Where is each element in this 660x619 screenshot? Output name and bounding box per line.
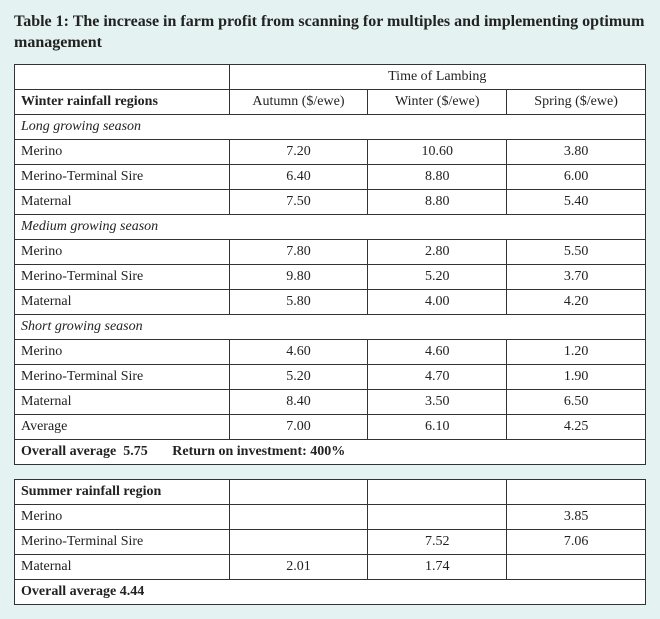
- section-long: Long growing season: [15, 114, 646, 139]
- average-row: Average 7.00 6.10 4.25: [15, 414, 646, 439]
- col-autumn: Autumn ($/ewe): [229, 89, 368, 114]
- time-of-lambing-header: Time of Lambing: [229, 64, 645, 89]
- average-label: Average: [15, 414, 230, 439]
- cell: 8.80: [368, 164, 507, 189]
- row-label: Merino-Terminal Sire: [15, 529, 230, 554]
- cell: 6.50: [507, 389, 646, 414]
- row-label: Maternal: [15, 289, 230, 314]
- section-short-label: Short growing season: [15, 314, 646, 339]
- summer-rainfall-table: Summer rainfall region Merino 3.85 Merin…: [14, 479, 646, 605]
- cell: 5.20: [368, 264, 507, 289]
- table-row: Merino 7.80 2.80 5.50: [15, 239, 646, 264]
- cell: 7.06: [507, 529, 646, 554]
- winter-rainfall-table: Time of Lambing Winter rainfall regions …: [14, 64, 646, 465]
- header-row-1: Time of Lambing: [15, 64, 646, 89]
- cell: 7.20: [229, 139, 368, 164]
- summary-row-2: Overall average 4.44: [15, 579, 646, 604]
- section-short: Short growing season: [15, 314, 646, 339]
- cell: 7.52: [368, 529, 507, 554]
- table-row: Merino 7.20 10.60 3.80: [15, 139, 646, 164]
- table-row: Merino-Terminal Sire 9.80 5.20 3.70: [15, 264, 646, 289]
- cell: [229, 504, 368, 529]
- table-row: Maternal 5.80 4.00 4.20: [15, 289, 646, 314]
- cell: 5.40: [507, 189, 646, 214]
- table-row: Maternal 8.40 3.50 6.50: [15, 389, 646, 414]
- table-row: Merino-Terminal Sire 5.20 4.70 1.90: [15, 364, 646, 389]
- cell: 4.70: [368, 364, 507, 389]
- table-row: Maternal 7.50 8.80 5.40: [15, 189, 646, 214]
- cell: 3.50: [368, 389, 507, 414]
- table-row: Merino-Terminal Sire 6.40 8.80 6.00: [15, 164, 646, 189]
- table-row: Merino 3.85: [15, 504, 646, 529]
- blank-cell: [15, 64, 230, 89]
- cell: 5.50: [507, 239, 646, 264]
- blank-cell: [368, 479, 507, 504]
- cell: 4.20: [507, 289, 646, 314]
- table-title: Table 1: The increase in farm profit fro…: [14, 12, 646, 54]
- cell: 9.80: [229, 264, 368, 289]
- cell: 7.80: [229, 239, 368, 264]
- summary-text: Overall average 5.75 Return on investmen…: [15, 439, 646, 464]
- row-label: Merino: [15, 239, 230, 264]
- winter-regions-header: Winter rainfall regions: [15, 89, 230, 114]
- table-row: Merino 4.60 4.60 1.20: [15, 339, 646, 364]
- cell: 7.50: [229, 189, 368, 214]
- row-label: Maternal: [15, 389, 230, 414]
- cell: 10.60: [368, 139, 507, 164]
- cell: 8.40: [229, 389, 368, 414]
- summer-region-header: Summer rainfall region: [15, 479, 230, 504]
- col-spring: Spring ($/ewe): [507, 89, 646, 114]
- cell: 4.60: [229, 339, 368, 364]
- cell: 1.74: [368, 554, 507, 579]
- cell: 5.80: [229, 289, 368, 314]
- table-container: Table 1: The increase in farm profit fro…: [0, 0, 660, 619]
- summary-row-1: Overall average 5.75 Return on investmen…: [15, 439, 646, 464]
- col-winter: Winter ($/ewe): [368, 89, 507, 114]
- cell: [507, 554, 646, 579]
- table-row: Merino-Terminal Sire 7.52 7.06: [15, 529, 646, 554]
- cell: 6.00: [507, 164, 646, 189]
- row-label: Merino: [15, 139, 230, 164]
- cell: [368, 504, 507, 529]
- summary-text: Overall average 4.44: [15, 579, 646, 604]
- cell: 7.00: [229, 414, 368, 439]
- cell: 8.80: [368, 189, 507, 214]
- section-medium: Medium growing season: [15, 214, 646, 239]
- cell: 2.80: [368, 239, 507, 264]
- row-label: Merino-Terminal Sire: [15, 164, 230, 189]
- cell: 4.00: [368, 289, 507, 314]
- row-label: Maternal: [15, 189, 230, 214]
- blank-cell: [507, 479, 646, 504]
- table-row: Maternal 2.01 1.74: [15, 554, 646, 579]
- row-label: Merino-Terminal Sire: [15, 364, 230, 389]
- row-label: Merino-Terminal Sire: [15, 264, 230, 289]
- cell: 3.80: [507, 139, 646, 164]
- cell: 1.20: [507, 339, 646, 364]
- cell: 6.10: [368, 414, 507, 439]
- cell: 6.40: [229, 164, 368, 189]
- cell: 2.01: [229, 554, 368, 579]
- row-label: Merino: [15, 504, 230, 529]
- blank-cell: [229, 479, 368, 504]
- cell: 5.20: [229, 364, 368, 389]
- row-label: Merino: [15, 339, 230, 364]
- cell: 4.25: [507, 414, 646, 439]
- cell: 1.90: [507, 364, 646, 389]
- header-row: Summer rainfall region: [15, 479, 646, 504]
- header-row-2: Winter rainfall regions Autumn ($/ewe) W…: [15, 89, 646, 114]
- cell: 3.85: [507, 504, 646, 529]
- section-medium-label: Medium growing season: [15, 214, 646, 239]
- cell: 3.70: [507, 264, 646, 289]
- section-long-label: Long growing season: [15, 114, 646, 139]
- row-label: Maternal: [15, 554, 230, 579]
- cell: [229, 529, 368, 554]
- cell: 4.60: [368, 339, 507, 364]
